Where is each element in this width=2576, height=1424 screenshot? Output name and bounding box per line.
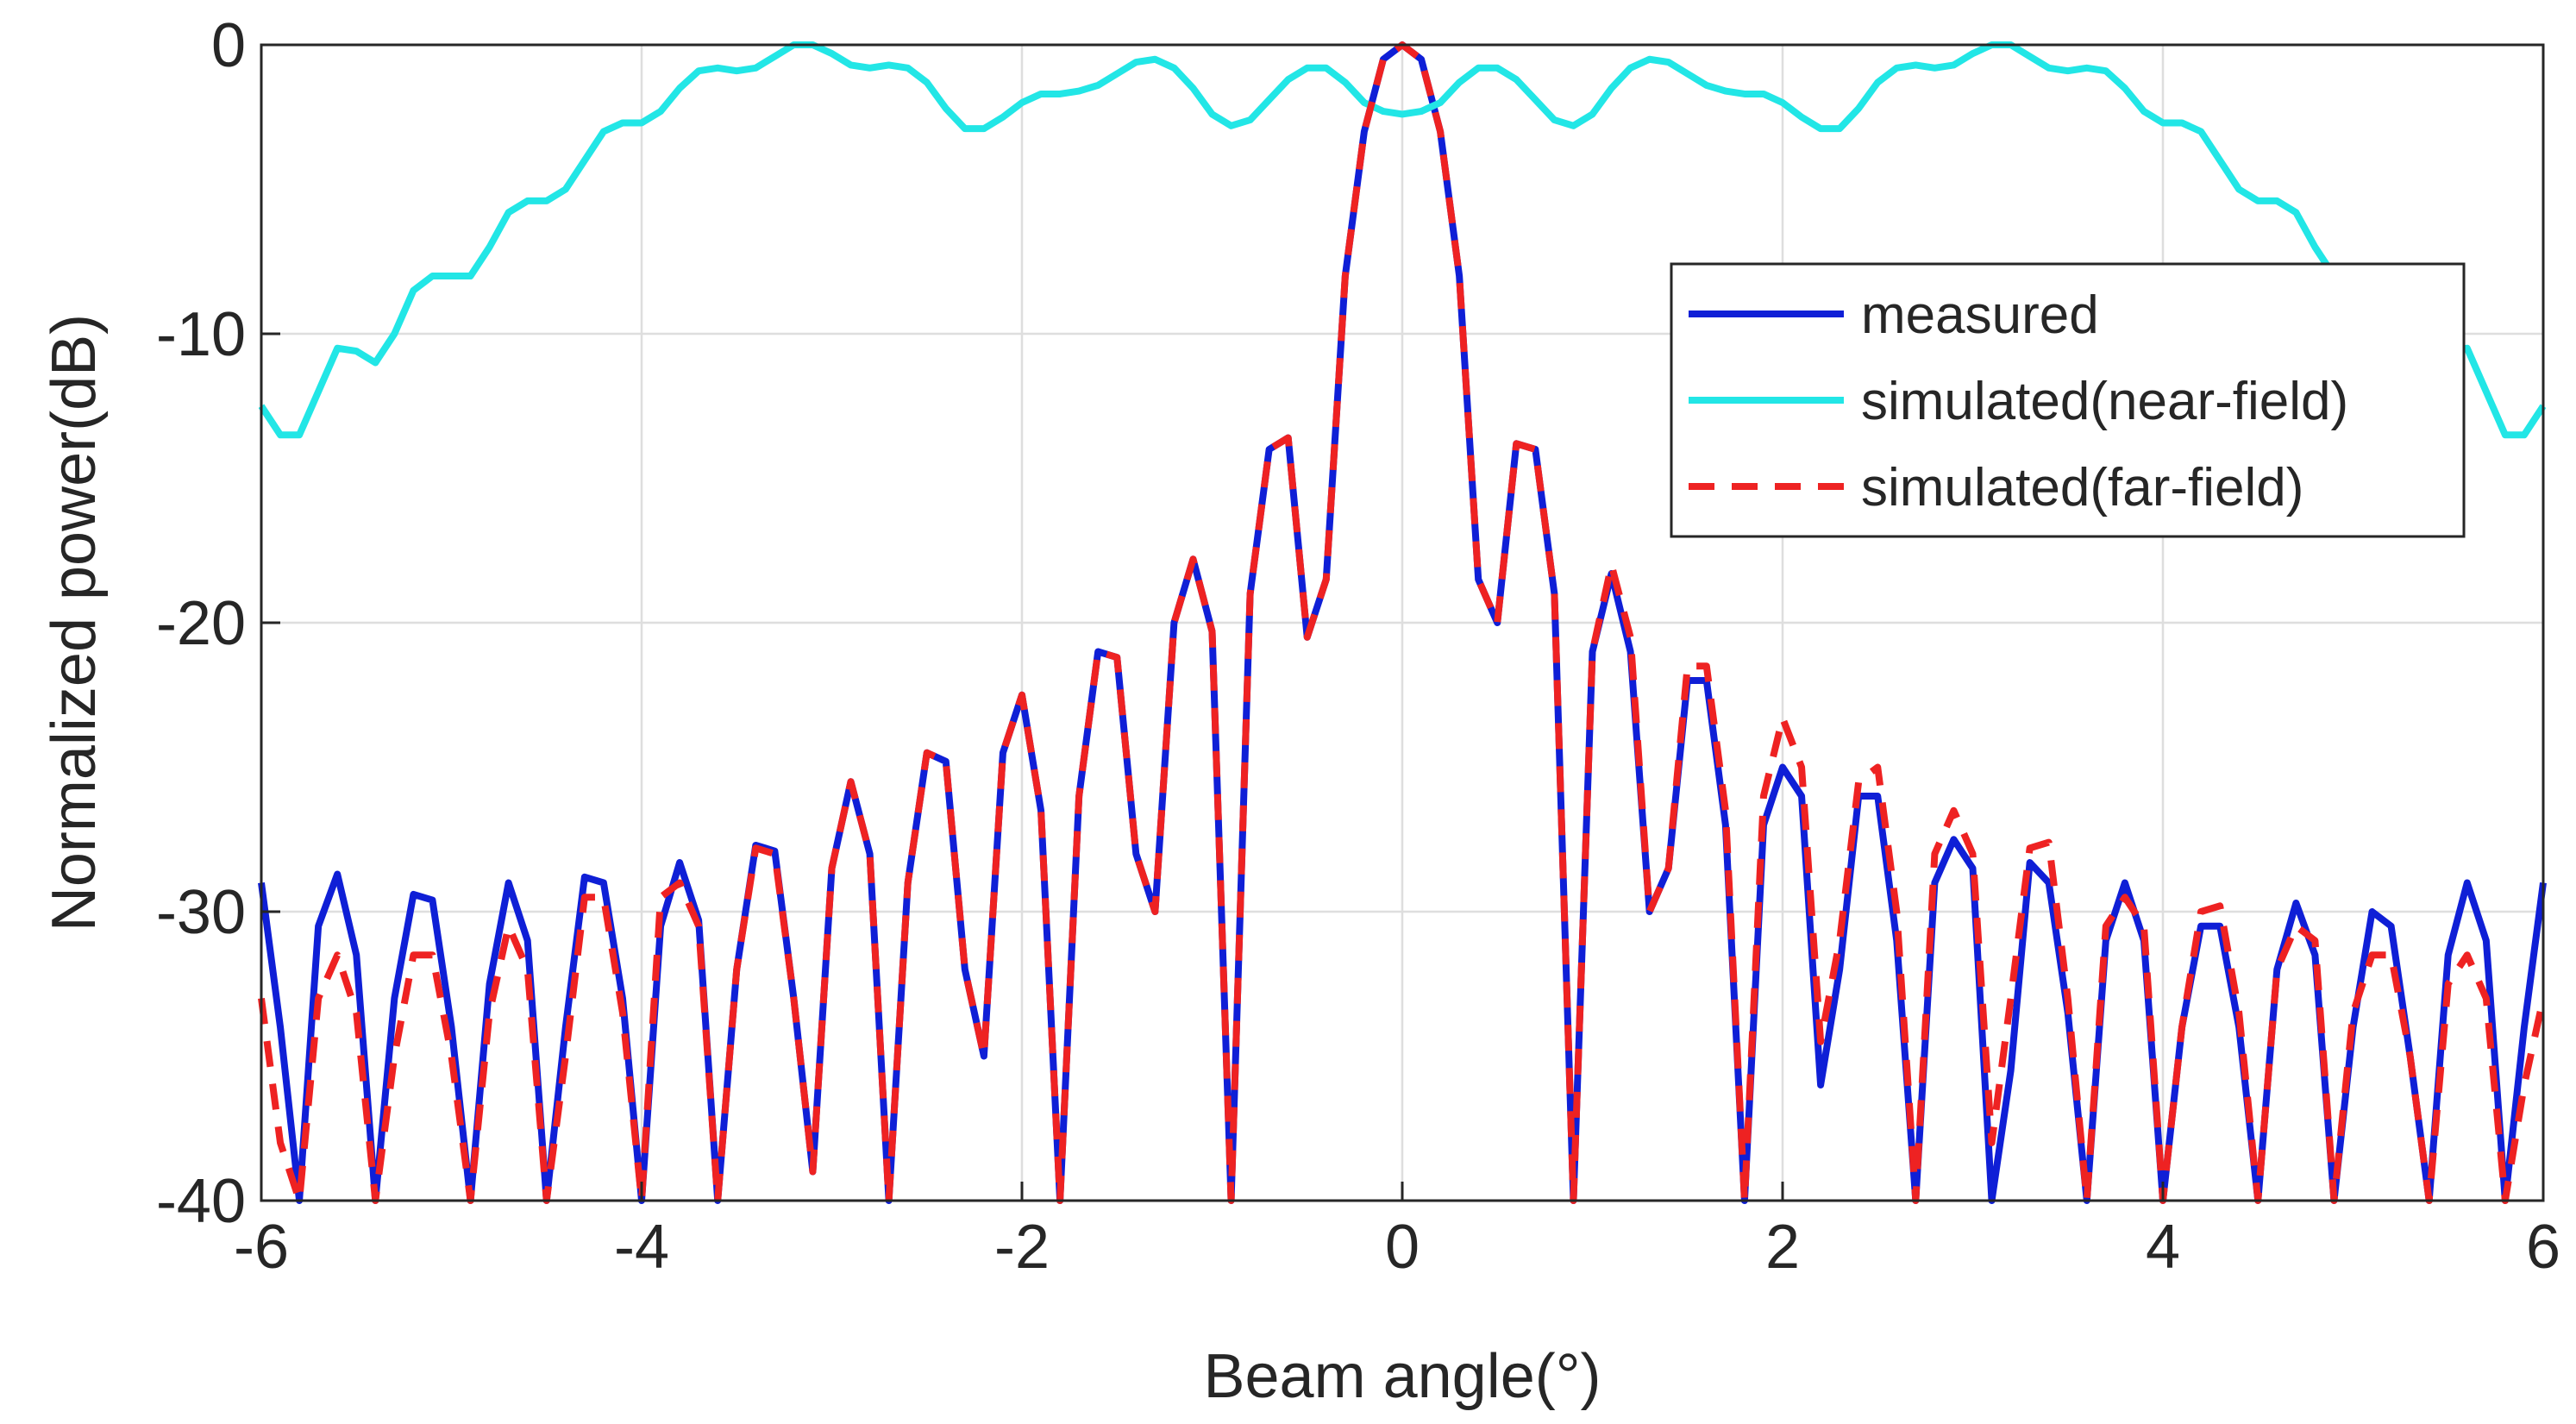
ticks: -6 -4 -2 0 2 4 6-40-30-20-100	[156, 11, 2560, 1282]
y-tick-label: -30	[156, 878, 246, 947]
x-tick-label: -2	[994, 1213, 1050, 1282]
legend-label: measured	[1861, 285, 2099, 345]
series-line	[258, 41, 2547, 439]
y-axis-label: Normalized power(dB)	[40, 314, 109, 932]
x-axis-label: Beam angle(°)	[1203, 1342, 1601, 1411]
y-tick-label: -10	[156, 300, 246, 369]
x-tick-label: 2	[1765, 1213, 1800, 1282]
y-tick-label: -20	[156, 589, 246, 658]
x-tick-label: -4	[614, 1213, 669, 1282]
x-tick-label: 6	[2526, 1213, 2560, 1282]
y-tick-label: -40	[156, 1167, 246, 1236]
legend: measured simulated(near-field) simulated(f…	[1670, 262, 2466, 538]
legend-label: simulated(far-field)	[1861, 458, 2303, 518]
x-tick-label: 4	[2146, 1213, 2180, 1282]
y-tick-label: 0	[211, 11, 246, 80]
legend-label: simulated(near-field)	[1861, 372, 2348, 431]
x-tick-label: 0	[1385, 1213, 1420, 1282]
x-tick-label: -6	[234, 1213, 289, 1282]
